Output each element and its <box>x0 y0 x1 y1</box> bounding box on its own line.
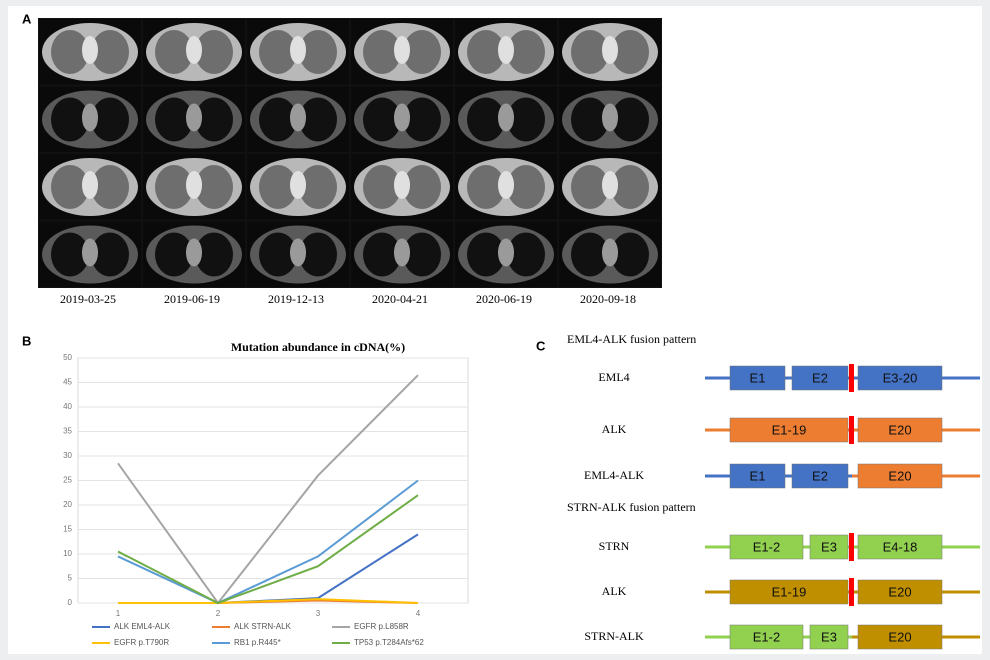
ct-mediastinum <box>290 239 306 267</box>
exon-label: E3 <box>821 629 837 644</box>
y-tick-label: 30 <box>63 451 72 460</box>
exon-label: E20 <box>888 468 911 483</box>
exon-label: E1-2 <box>753 539 780 554</box>
legend-label: EGFR p.T790R <box>114 638 169 647</box>
exon-label: E20 <box>888 629 911 644</box>
y-tick-label: 10 <box>63 549 72 558</box>
exon-label: E3-20 <box>883 370 918 385</box>
ct-mediastinum <box>186 239 202 267</box>
ct-mediastinum <box>82 239 98 267</box>
ct-mediastinum <box>186 171 202 199</box>
ct-mediastinum <box>290 171 306 199</box>
ct-mediastinum <box>82 104 98 132</box>
ct-mediastinum <box>602 171 618 199</box>
figure: A B C 2019-03-252019-06-192019-12-132020… <box>0 0 990 660</box>
x-tick-label: 3 <box>316 609 321 618</box>
chart-title: Mutation abundance in cDNA(%) <box>231 340 405 354</box>
page: {"panels": {"a": "A", "b": "B", "c": "C"… <box>0 0 990 660</box>
ct-mediastinum <box>602 36 618 64</box>
x-tick-label: 1 <box>116 609 121 618</box>
exon-label: E1-19 <box>772 584 807 599</box>
x-tick-label: 4 <box>416 609 421 618</box>
gene-name: EML4-ALK <box>584 468 644 482</box>
ct-mediastinum <box>394 36 410 64</box>
breakpoint <box>849 578 854 606</box>
ct-mediastinum <box>498 171 514 199</box>
ct-mediastinum <box>82 171 98 199</box>
panel-label: A <box>22 11 32 26</box>
y-tick-label: 25 <box>63 476 72 485</box>
exon-label: E20 <box>888 422 911 437</box>
gene-name: STRN <box>599 539 630 553</box>
exon-label: E3 <box>821 539 837 554</box>
ct-mediastinum <box>290 104 306 132</box>
y-tick-label: 40 <box>63 402 72 411</box>
y-tick-label: 35 <box>63 427 72 436</box>
ct-date: 2019-06-19 <box>164 292 220 306</box>
gene-name: STRN-ALK <box>584 629 644 643</box>
ct-mediastinum <box>498 104 514 132</box>
y-tick-label: 45 <box>63 378 72 387</box>
legend-label: ALK STRN-ALK <box>234 622 292 631</box>
ct-mediastinum <box>602 104 618 132</box>
ct-date: 2019-03-25 <box>60 292 116 306</box>
ct-mediastinum <box>186 36 202 64</box>
y-tick-label: 5 <box>68 574 73 583</box>
y-tick-label: 0 <box>68 598 73 607</box>
ct-date: 2020-06-19 <box>476 292 532 306</box>
exon-label: E20 <box>888 584 911 599</box>
pattern-title: EML4-ALK fusion pattern <box>567 332 696 346</box>
legend-label: EGFR p.L858R <box>354 622 409 631</box>
exon-label: E2 <box>812 370 828 385</box>
ct-mediastinum <box>290 36 306 64</box>
ct-date: 2020-09-18 <box>580 292 636 306</box>
ct-mediastinum <box>394 171 410 199</box>
exon-label: E4-18 <box>883 539 918 554</box>
legend-label: TP53 p.T284Afs*62 <box>354 638 424 647</box>
panel-label: B <box>22 333 31 348</box>
exon-label: E1-2 <box>753 629 780 644</box>
gene-name: ALK <box>602 422 627 436</box>
y-tick-label: 20 <box>63 500 72 509</box>
gene-name: EML4 <box>598 370 629 384</box>
legend-label: ALK EML4-ALK <box>114 622 171 631</box>
breakpoint <box>849 364 854 392</box>
ct-mediastinum <box>498 36 514 64</box>
pattern-title: STRN-ALK fusion pattern <box>567 500 696 514</box>
legend-label: RB1 p.R445* <box>234 638 281 647</box>
exon-label: E1 <box>750 370 766 385</box>
breakpoint <box>849 533 854 561</box>
exon-label: E1 <box>750 468 766 483</box>
exon-label: E2 <box>812 468 828 483</box>
breakpoint <box>849 416 854 444</box>
gene-name: ALK <box>602 584 627 598</box>
ct-mediastinum <box>498 239 514 267</box>
ct-mediastinum <box>602 239 618 267</box>
panel-label: C <box>536 338 546 353</box>
ct-date: 2019-12-13 <box>268 292 324 306</box>
y-tick-label: 50 <box>63 353 72 362</box>
ct-mediastinum <box>186 104 202 132</box>
ct-mediastinum <box>394 239 410 267</box>
x-tick-label: 2 <box>216 609 221 618</box>
y-tick-label: 15 <box>63 525 72 534</box>
ct-date: 2020-04-21 <box>372 292 428 306</box>
ct-mediastinum <box>394 104 410 132</box>
ct-mediastinum <box>82 36 98 64</box>
exon-label: E1-19 <box>772 422 807 437</box>
